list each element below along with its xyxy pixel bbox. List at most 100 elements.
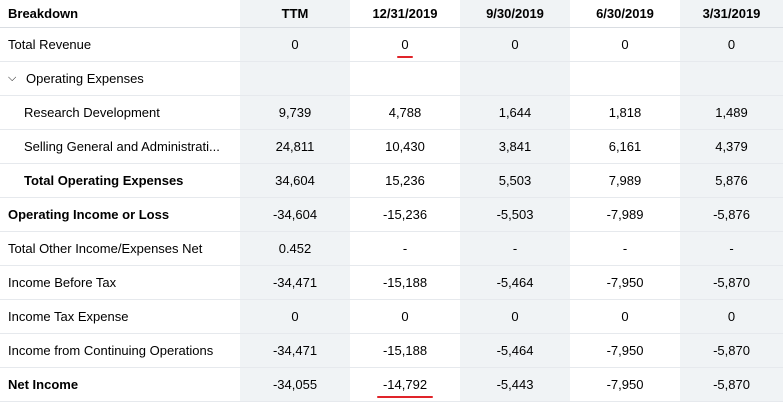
cell-value: -15,188	[350, 266, 460, 300]
cell-value: 4,788	[350, 96, 460, 130]
value-text: 1,818	[608, 105, 642, 120]
header-col-6-30-2019: 6/30/2019	[570, 0, 680, 28]
cell-value: -7,989	[570, 198, 680, 232]
row-label-research-development: Research Development	[0, 96, 240, 130]
value-text: -7,989	[606, 207, 644, 222]
cell-value: -	[460, 232, 570, 266]
cell-value: -5,464	[460, 334, 570, 368]
value-text: 5,876	[715, 173, 748, 188]
value-text: -5,464	[496, 275, 534, 290]
value-text: -7,950	[606, 377, 644, 392]
value-text: 10,430	[385, 139, 425, 154]
cell-value: 10,430	[350, 130, 460, 164]
row-label-total-revenue: Total Revenue	[0, 28, 240, 62]
cell-value: 0	[570, 300, 680, 334]
row-label-total-other-income-expenses-net: Total Other Income/Expenses Net	[0, 232, 240, 266]
value-text: 6,161	[608, 139, 642, 154]
value-text: 0	[291, 309, 299, 324]
value-text: 0	[511, 309, 519, 324]
cell-value	[460, 62, 570, 96]
cell-value: -5,503	[460, 198, 570, 232]
cell-value: -5,876	[680, 198, 783, 232]
cell-value: 4,379	[680, 130, 783, 164]
cell-value: 0	[240, 300, 350, 334]
cell-value: -7,950	[570, 368, 680, 402]
cell-value: 1,489	[680, 96, 783, 130]
cell-value: 1,818	[570, 96, 680, 130]
value-text: 3,841	[498, 139, 532, 154]
value-text: 1,489	[715, 105, 748, 120]
value-text: 7,989	[608, 173, 642, 188]
value-text: 0.452	[278, 241, 312, 256]
value-text: -34,055	[272, 377, 318, 392]
cell-value: 5,876	[680, 164, 783, 198]
value-text: 9,739	[278, 105, 312, 120]
value-text: -34,604	[272, 207, 318, 222]
row-label-income-tax-expense: Income Tax Expense	[0, 300, 240, 334]
value-text: 0	[727, 309, 736, 324]
value-text: -5,870	[713, 275, 750, 290]
chevron-down-icon[interactable]: ⌵	[8, 72, 17, 84]
cell-value: -34,471	[240, 334, 350, 368]
row-label-operating-expenses: Operating Expenses	[26, 71, 144, 86]
cell-value: -34,471	[240, 266, 350, 300]
value-text: 0	[621, 309, 629, 324]
value-text: 24,811	[275, 139, 315, 154]
value-text: 5,503	[498, 173, 532, 188]
value-text: -5,870	[713, 343, 750, 358]
header-col-12-31-2019: 12/31/2019	[350, 0, 460, 28]
cell-value: -5,870	[680, 334, 783, 368]
cell-value: 0	[570, 28, 680, 62]
value-text: -34,471	[272, 275, 318, 290]
value-text: -15,188	[382, 275, 428, 290]
cell-value: -	[570, 232, 680, 266]
row-label-net-income: Net Income	[0, 368, 240, 402]
cell-value: 1,644	[460, 96, 570, 130]
value-text: -15,188	[382, 343, 428, 358]
row-label-total-operating-expenses: Total Operating Expenses	[0, 164, 240, 198]
cell-value: 3,841	[460, 130, 570, 164]
value-text: -	[622, 241, 628, 256]
value-text: 0	[621, 37, 629, 52]
cell-value: -14,792	[350, 368, 460, 402]
cell-value: 7,989	[570, 164, 680, 198]
cell-value	[240, 62, 350, 96]
cell-value: -	[680, 232, 783, 266]
value-text: -5,464	[496, 343, 534, 358]
value-text: -15,236	[382, 207, 428, 222]
cell-value: 34,604	[240, 164, 350, 198]
cell-value: 0	[460, 300, 570, 334]
row-toggle-operating-expenses[interactable]: ⌵ Operating Expenses	[0, 62, 240, 96]
cell-value: 6,161	[570, 130, 680, 164]
cell-value: 0.452	[240, 232, 350, 266]
cell-value: -15,236	[350, 198, 460, 232]
value-text: 15,236	[385, 173, 425, 188]
value-text: 0	[401, 309, 409, 324]
cell-value: -5,870	[680, 368, 783, 402]
cell-value: -5,464	[460, 266, 570, 300]
cell-value: 0	[680, 300, 783, 334]
value-text: 0	[727, 37, 736, 52]
value-text: -34,471	[272, 343, 318, 358]
cell-value: 0	[350, 300, 460, 334]
row-label-income-before-tax: Income Before Tax	[0, 266, 240, 300]
header-col-3-31-2019: 3/31/2019	[680, 0, 783, 28]
cell-value: -34,604	[240, 198, 350, 232]
cell-value	[570, 62, 680, 96]
cell-value: -15,188	[350, 334, 460, 368]
header-breakdown[interactable]: Breakdown	[0, 0, 240, 28]
row-label-income-from-continuing-operations: Income from Continuing Operations	[0, 334, 240, 368]
value-text: -5,443	[496, 377, 534, 392]
cell-value: -34,055	[240, 368, 350, 402]
header-ttm: TTM	[240, 0, 350, 28]
value-text: -7,950	[606, 343, 644, 358]
cell-value: -	[350, 232, 460, 266]
value-text: -	[729, 241, 734, 256]
value-text: 0	[511, 37, 519, 52]
value-text: 0	[291, 37, 299, 52]
value-text: -5,503	[496, 207, 534, 222]
cell-value: -7,950	[570, 266, 680, 300]
cell-value: -5,443	[460, 368, 570, 402]
cell-value	[350, 62, 460, 96]
